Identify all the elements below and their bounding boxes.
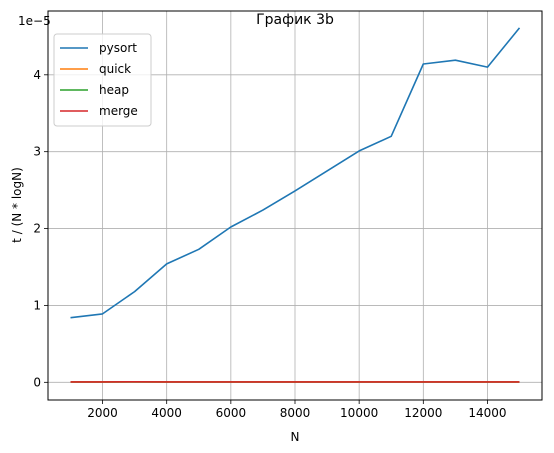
- x-tick-label: 12000: [404, 406, 442, 420]
- series-line-pysort: [70, 27, 521, 319]
- series-layer: [70, 27, 521, 383]
- legend-label-heap: heap: [99, 83, 129, 97]
- legend-label-pysort: pysort: [99, 41, 137, 55]
- y-tick-label: 2: [33, 222, 41, 236]
- x-tick-label: 8000: [280, 406, 311, 420]
- tick-layer: 2000 4000 6000 8000 10000 12000 14000 0 1 2 3 4: [33, 68, 506, 420]
- legend: pysort quick heap merge: [53, 33, 152, 127]
- x-tick-label: 14000: [468, 406, 506, 420]
- legend-label-merge: merge: [99, 104, 138, 118]
- legend-label-quick: quick: [99, 62, 131, 76]
- legend-box: [53, 33, 152, 127]
- y-offset-text: 1e−5: [18, 14, 51, 28]
- y-tick-label: 1: [33, 298, 41, 312]
- y-tick-label: 3: [33, 145, 41, 159]
- y-axis-label: t / (N * logN): [10, 167, 24, 243]
- x-axis-label: N: [291, 430, 300, 444]
- x-tick-label: 4000: [151, 406, 182, 420]
- x-tick-label: 6000: [216, 406, 247, 420]
- x-tick-label: 10000: [340, 406, 378, 420]
- x-tick-label: 2000: [87, 406, 118, 420]
- y-tick-label: 4: [33, 68, 41, 82]
- y-tick-label: 0: [33, 375, 41, 389]
